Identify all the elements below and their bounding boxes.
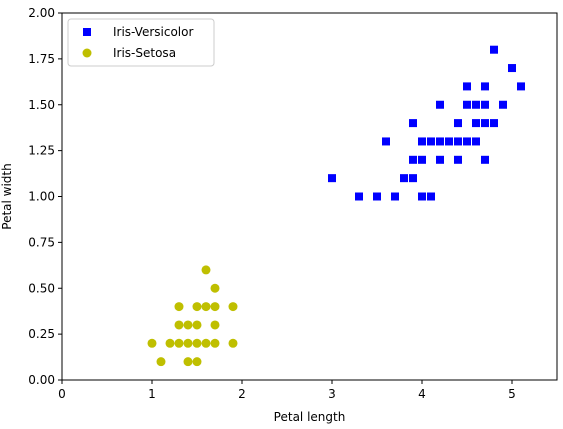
x-tick-label: 0 bbox=[58, 387, 66, 401]
data-point bbox=[373, 192, 381, 201]
series-1 bbox=[147, 265, 238, 367]
data-point bbox=[463, 100, 471, 109]
y-tick-label: 0.75 bbox=[28, 235, 55, 249]
y-tick-label: 1.00 bbox=[28, 190, 55, 204]
data-point bbox=[445, 137, 453, 146]
data-point bbox=[192, 320, 202, 330]
data-point bbox=[472, 119, 480, 128]
data-point bbox=[418, 192, 426, 201]
y-tick-label: 2.00 bbox=[28, 6, 55, 20]
data-point bbox=[201, 302, 211, 312]
data-point bbox=[409, 155, 417, 164]
data-point bbox=[508, 64, 516, 73]
legend-box bbox=[67, 18, 215, 67]
x-tick-label: 3 bbox=[328, 387, 336, 401]
y-tick-label: 1.25 bbox=[28, 144, 55, 158]
data-point bbox=[490, 119, 498, 128]
data-point bbox=[481, 155, 489, 164]
data-point bbox=[183, 338, 193, 348]
data-point bbox=[499, 100, 507, 109]
data-point bbox=[454, 119, 462, 128]
data-point bbox=[463, 137, 471, 146]
legend-marker bbox=[83, 28, 91, 36]
data-point bbox=[409, 119, 417, 128]
data-point bbox=[382, 137, 390, 146]
x-axis-ticks: 0 1 2 3 4 5 bbox=[58, 380, 516, 401]
data-point bbox=[192, 302, 202, 312]
y-tick-label: 1.75 bbox=[28, 52, 55, 66]
data-point bbox=[427, 192, 435, 201]
y-axis-ticks: 0.00 0.25 0.50 0.75 1.00 1.25 1.50 1.75 2.00 bbox=[28, 6, 62, 387]
legend-marker bbox=[82, 48, 92, 58]
data-point bbox=[391, 192, 399, 201]
y-axis-label: Petal width bbox=[0, 163, 14, 229]
data-point bbox=[210, 302, 220, 312]
data-point bbox=[418, 155, 426, 164]
data-point bbox=[400, 174, 408, 183]
data-point bbox=[409, 174, 417, 183]
data-point bbox=[355, 192, 363, 201]
data-point bbox=[436, 100, 444, 109]
x-tick-label: 4 bbox=[418, 387, 426, 401]
y-tick-label: 0.00 bbox=[28, 373, 55, 387]
legend-entry: Iris-Versicolor bbox=[113, 25, 193, 39]
data-point bbox=[165, 338, 175, 348]
data-point bbox=[174, 302, 184, 312]
data-point bbox=[210, 283, 220, 293]
x-tick-label: 1 bbox=[148, 387, 156, 401]
data-point bbox=[517, 82, 525, 91]
data-point bbox=[183, 320, 193, 330]
data-point bbox=[490, 45, 498, 54]
data-point bbox=[192, 357, 202, 367]
data-point bbox=[472, 100, 480, 109]
y-tick-label: 0.50 bbox=[28, 281, 55, 295]
x-tick-label: 5 bbox=[508, 387, 516, 401]
data-point bbox=[228, 302, 238, 312]
data-point bbox=[174, 338, 184, 348]
data-point bbox=[481, 119, 489, 128]
data-point bbox=[481, 100, 489, 109]
data-point bbox=[183, 357, 193, 367]
y-tick-label: 0.25 bbox=[28, 327, 55, 341]
data-point bbox=[201, 338, 211, 348]
data-point bbox=[210, 320, 220, 330]
data-point bbox=[427, 137, 435, 146]
data-point bbox=[454, 155, 462, 164]
legend-entry: Iris-Setosa bbox=[113, 46, 176, 60]
y-tick-label: 1.50 bbox=[28, 98, 55, 112]
data-point bbox=[436, 137, 444, 146]
data-point bbox=[436, 155, 444, 164]
data-point bbox=[481, 82, 489, 91]
data-point bbox=[174, 320, 184, 330]
x-tick-label: 2 bbox=[238, 387, 246, 401]
x-axis-label: Petal length bbox=[274, 410, 346, 424]
data-point bbox=[156, 357, 166, 367]
data-point bbox=[463, 82, 471, 91]
data-point bbox=[328, 174, 336, 183]
data-marks bbox=[147, 45, 525, 367]
data-point bbox=[472, 137, 480, 146]
legend: Iris-Versicolor Iris-Setosa bbox=[67, 18, 215, 67]
data-point bbox=[228, 338, 238, 348]
data-point bbox=[210, 338, 220, 348]
plot-frame bbox=[61, 12, 558, 381]
data-point bbox=[192, 338, 202, 348]
data-point bbox=[201, 265, 211, 275]
data-point bbox=[418, 137, 426, 146]
series-0 bbox=[328, 45, 525, 201]
data-point bbox=[454, 137, 462, 146]
data-point bbox=[147, 338, 157, 348]
